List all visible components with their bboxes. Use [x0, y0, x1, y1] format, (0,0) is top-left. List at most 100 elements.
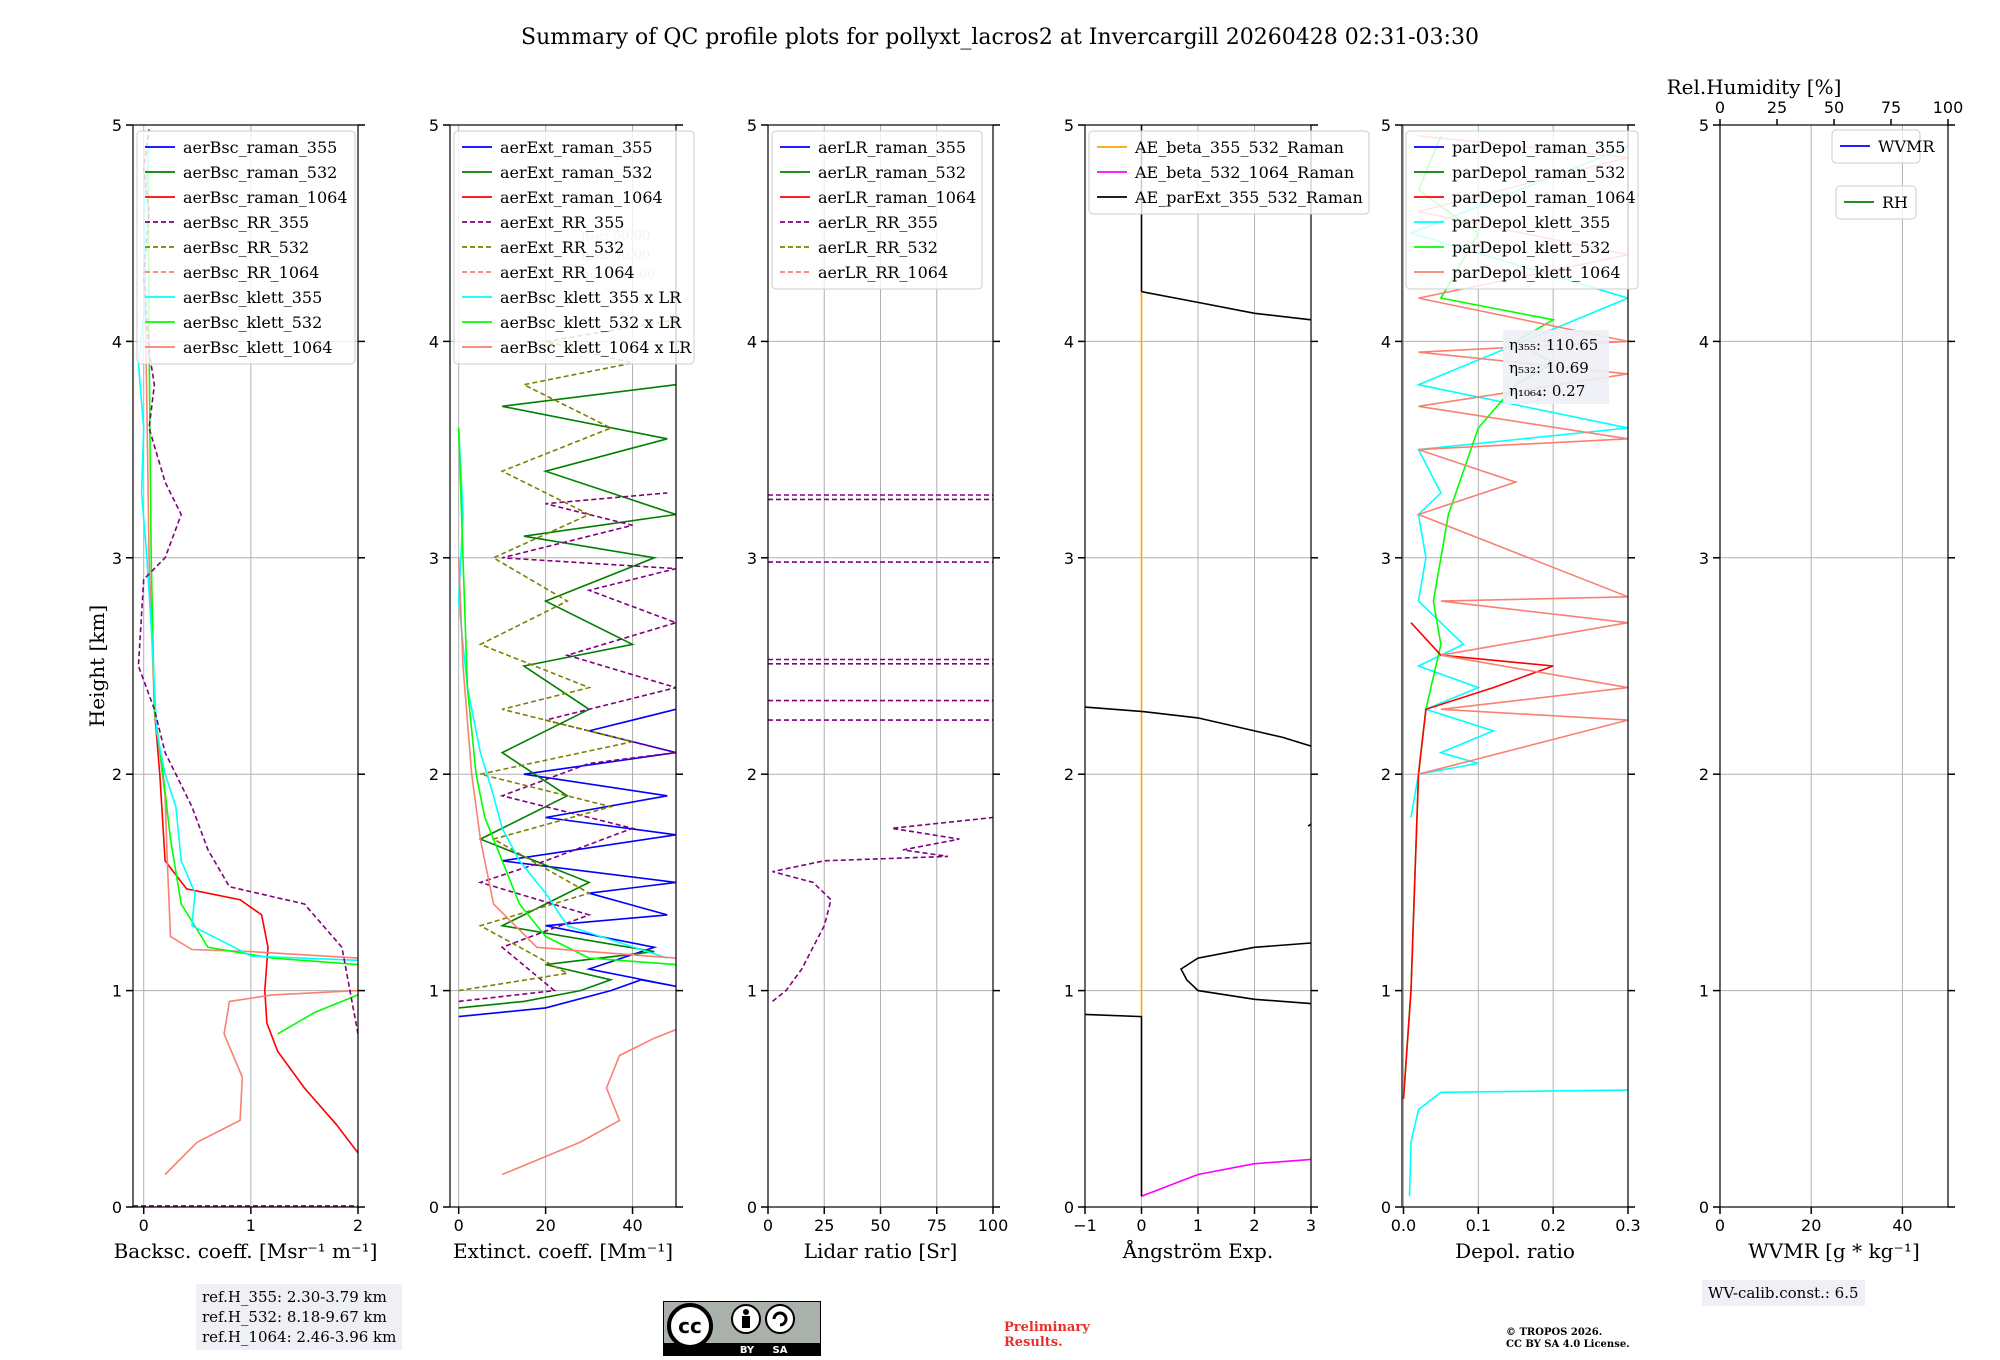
- eta-box-line: η₅₃₂: 10.69: [1509, 359, 1589, 377]
- copyright-line-2: CC BY SA 4.0 License.: [1506, 1339, 1630, 1350]
- legend-entry: aerLR_RR_1064: [818, 263, 948, 282]
- series-line: [772, 816, 993, 1003]
- x-tick-label: 20: [535, 1216, 555, 1235]
- x-axis-label: Lidar ratio [Sr]: [804, 1239, 958, 1263]
- y-tick-label: 5: [747, 116, 757, 135]
- legend-entry: aerBsc_raman_355: [183, 138, 337, 157]
- series-line: [458, 383, 676, 1009]
- legend-entry: aerExt_raman_1064: [500, 188, 663, 207]
- x-tick-label: 1: [1193, 1216, 1203, 1235]
- x-tick-label: 20: [1801, 1216, 1821, 1235]
- x-axis-label: Backsc. coeff. [Msr⁻¹ m⁻¹]: [114, 1239, 378, 1263]
- legend-entry: aerBsc_klett_1064 x LR: [500, 338, 692, 357]
- legend-entry: aerExt_RR_355: [500, 213, 624, 232]
- series-line: [458, 319, 676, 992]
- series-line: [277, 994, 358, 1035]
- series-group: [768, 494, 993, 1003]
- y-tick-label: 1: [1699, 982, 1709, 1001]
- legend-wvmr-entry: WVMR: [1878, 137, 1935, 156]
- x-tick-label: 0: [1715, 1216, 1725, 1235]
- y-tick-label: 3: [1064, 549, 1074, 568]
- x-tick-label: −1: [1073, 1216, 1097, 1235]
- series-line: [153, 709, 358, 1154]
- series-line: [1179, 942, 1311, 1005]
- legend-entry: aerBsc_raman_532: [183, 163, 337, 182]
- y-tick-label: 2: [1064, 765, 1074, 784]
- y-tick-label: 5: [1381, 116, 1391, 135]
- x-tick-label: 40: [622, 1216, 642, 1235]
- y-tick-label: 0: [112, 1198, 122, 1217]
- legend-entry: aerExt_RR_532: [500, 238, 624, 257]
- series-line: [1085, 706, 1311, 747]
- x-tick-label: 2: [1249, 1216, 1259, 1235]
- y-tick-label: 1: [747, 982, 757, 1001]
- legend-box: [136, 130, 356, 365]
- top-x-tick-label: 100: [1933, 98, 1964, 117]
- legend-entry: aerBsc_klett_355 x LR: [500, 288, 682, 307]
- legend-box: [1088, 130, 1370, 215]
- y-tick-label: 3: [112, 549, 122, 568]
- x-tick-label: 0: [1136, 1216, 1146, 1235]
- series-line: [1141, 290, 1311, 321]
- x-tick-label: 0.3: [1615, 1216, 1640, 1235]
- legend-entry: parDepol_klett_532: [1452, 238, 1610, 257]
- y-tick-label: 3: [747, 549, 757, 568]
- legend-entry: aerBsc_klett_532: [183, 313, 322, 332]
- eta-box: [1503, 330, 1609, 404]
- series-line: [147, 146, 358, 966]
- legend-entry: aerBsc_RR_532: [183, 238, 309, 257]
- y-tick-label: 2: [747, 765, 757, 784]
- eta-box-line: η₁₀₆₄: 0.27: [1509, 382, 1585, 400]
- y-tick-label: 0: [1699, 1198, 1709, 1217]
- wv-calib-const: WV-calib.const.: 6.5: [1708, 1284, 1859, 1302]
- y-tick-label: 1: [1064, 982, 1074, 1001]
- cc-sa-label: SA: [773, 1345, 788, 1356]
- series-group: [1402, 135, 1628, 1197]
- y-axis-label: Height [km]: [85, 605, 109, 727]
- panel-frame: [132, 124, 359, 1208]
- x-tick-label: 0.1: [1466, 1216, 1491, 1235]
- legend-entry: aerBsc_RR_1064: [183, 263, 319, 282]
- y-tick-label: 0: [1381, 1198, 1391, 1217]
- x-tick-label: 40: [1892, 1216, 1912, 1235]
- series-group: [457, 319, 676, 1176]
- x-tick-label: 0: [139, 1216, 149, 1235]
- x-tick-label: 0.0: [1391, 1216, 1416, 1235]
- eta-box-line: η₃₅₅: 110.65: [1509, 336, 1598, 354]
- series-line: [164, 989, 358, 1176]
- legend-entry: aerBsc_klett_1064: [183, 338, 332, 357]
- legend-entry: aerExt_RR_1064: [500, 263, 635, 282]
- legend-entry: AE_parExt_355_532_Raman: [1134, 188, 1363, 207]
- legend-entry: aerLR_RR_532: [818, 238, 938, 257]
- y-tick-label: 1: [1381, 982, 1391, 1001]
- cc-license-badge: cc BY SA: [663, 1301, 821, 1356]
- y-tick-label: 4: [1064, 332, 1074, 351]
- y-tick-label: 2: [112, 765, 122, 784]
- top-axis-label: Rel.Humidity [%]: [1667, 75, 1842, 99]
- legend-entry: parDepol_raman_355: [1452, 138, 1625, 157]
- legend-entry: aerExt_raman_355: [500, 138, 653, 157]
- copyright-note: © TROPOS 2026. CC BY SA 4.0 License.: [1506, 1327, 1630, 1351]
- panel-frame: [1719, 124, 1949, 1208]
- top-x-tick-label: 50: [1824, 98, 1844, 117]
- y-tick-label: 5: [1064, 116, 1074, 135]
- x-tick-label: 75: [927, 1216, 947, 1235]
- legend-entry: aerLR_raman_1064: [818, 188, 976, 207]
- y-tick-label: 4: [1381, 332, 1391, 351]
- x-axis-label: Extinct. coeff. [Mm⁻¹]: [453, 1239, 673, 1263]
- x-tick-label: 0: [763, 1216, 773, 1235]
- panel-frame: [449, 124, 677, 1208]
- panel-frame: [1401, 124, 1629, 1208]
- copyright-line-1: © TROPOS 2026.: [1506, 1327, 1603, 1338]
- y-tick-label: 4: [112, 332, 122, 351]
- series-line: [1408, 1089, 1628, 1197]
- y-tick-label: 5: [429, 116, 439, 135]
- panel-bsc: 0 1 2 3 4 5 0 1 2 Backsc. coeff. [Msr⁻¹ m⁻¹] aerBs…: [112, 116, 378, 1263]
- top-x-tick-label: 0: [1715, 98, 1725, 117]
- x-tick-label: 3: [1306, 1216, 1316, 1235]
- legend-box: [1405, 130, 1639, 290]
- y-tick-label: 4: [1699, 332, 1709, 351]
- legend-entry: parDepol_klett_355: [1452, 213, 1610, 232]
